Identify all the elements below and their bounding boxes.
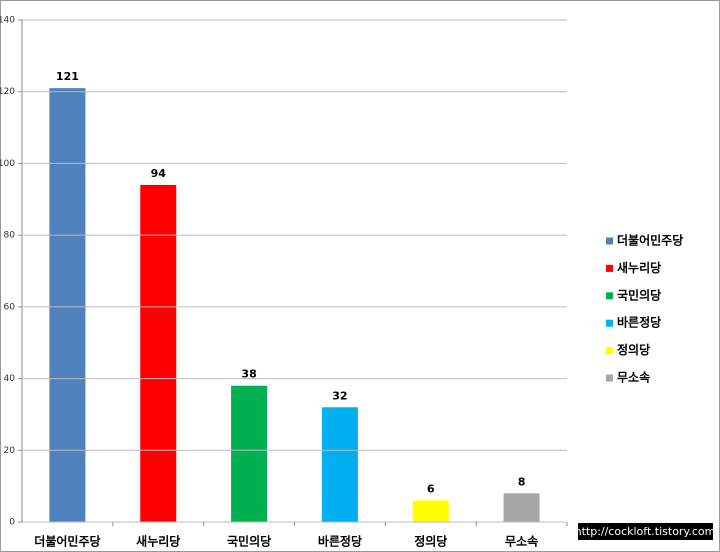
- bar: [140, 184, 177, 522]
- legend-label: 무소속: [617, 371, 650, 385]
- x-tick-label: 정의당: [414, 534, 447, 549]
- x-tick-label: 국민의당: [227, 534, 271, 549]
- y-tick-label: 60: [4, 302, 16, 312]
- legend-swatch: [606, 319, 613, 327]
- x-tick-label: 무소속: [505, 535, 538, 549]
- legend-label: 새누리당: [617, 260, 661, 275]
- value-label: 32: [332, 389, 347, 402]
- y-tick-label: 120: [0, 87, 15, 97]
- bar: [412, 500, 449, 522]
- x-tick-label: 더불어민주당: [34, 534, 100, 549]
- watermark-box: [578, 523, 713, 540]
- y-tick-label: 0: [9, 518, 15, 528]
- legend-swatch: [606, 292, 613, 300]
- y-tick-label: 20: [4, 446, 16, 456]
- bar: [321, 407, 358, 522]
- legend-label: 정의당: [617, 342, 650, 357]
- y-tick-label: 40: [4, 374, 16, 384]
- value-label: 8: [518, 475, 526, 488]
- y-tick-label: 140: [0, 16, 15, 26]
- x-tick-label: 새누리당: [136, 534, 180, 549]
- value-label: 94: [151, 167, 167, 180]
- y-tick-label: 100: [0, 159, 15, 169]
- legend-label: 국민의당: [617, 287, 661, 302]
- legend-swatch: [606, 347, 613, 355]
- bar: [49, 88, 86, 522]
- value-label: 121: [56, 70, 79, 83]
- legend-swatch: [606, 374, 613, 382]
- value-label: 38: [241, 368, 256, 381]
- legend-swatch: [606, 237, 613, 245]
- value-label: 6: [427, 482, 435, 495]
- bar: [503, 493, 540, 522]
- legend-swatch: [606, 264, 613, 272]
- legend-label: 바른정당: [617, 315, 661, 330]
- watermark: http://cockloft.tistory.com: [575, 525, 716, 538]
- legend-label: 더불어민주당: [617, 233, 683, 248]
- y-tick-label: 80: [4, 231, 16, 241]
- x-tick-label: 바른정당: [318, 534, 362, 549]
- bar: [231, 385, 268, 522]
